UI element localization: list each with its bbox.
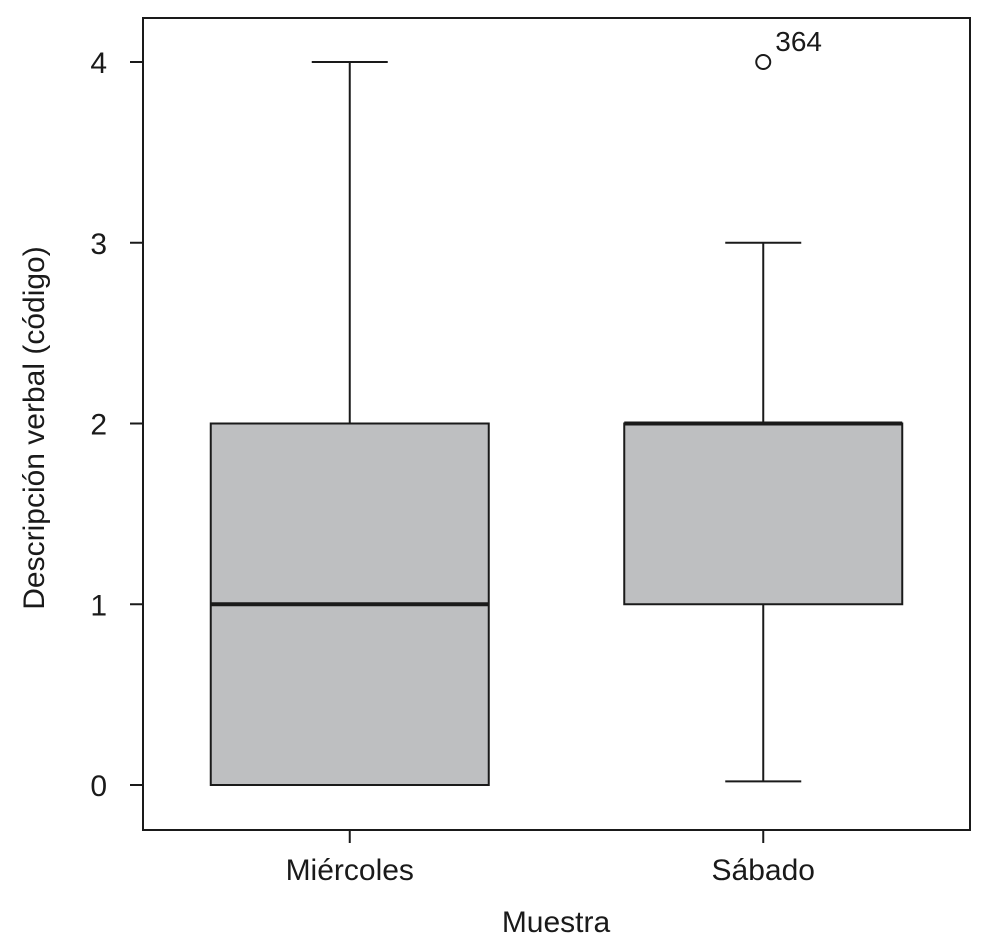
box-sabado xyxy=(623,422,904,606)
y-tick-label-4: 4 xyxy=(90,47,107,80)
x-axis: Miércoles Sábado xyxy=(286,830,815,887)
y-tick-label-3: 3 xyxy=(90,228,107,261)
y-tick-label-2: 2 xyxy=(90,409,107,442)
x-tick-label-sabado: Sábado xyxy=(712,854,815,887)
outlier-label-sabado: 364 xyxy=(775,26,822,57)
x-tick-label-miercoles: Miércoles xyxy=(286,854,414,887)
x-axis-title: Muestra xyxy=(502,906,611,939)
y-axis: 0 1 2 3 4 xyxy=(90,47,143,803)
y-tick-label-0: 0 xyxy=(90,770,107,803)
y-tick-label-1: 1 xyxy=(90,589,107,622)
y-axis-title: Descripción verbal (código) xyxy=(18,246,51,610)
outlier-point-sabado xyxy=(755,54,772,70)
boxes: 364 xyxy=(209,26,904,786)
